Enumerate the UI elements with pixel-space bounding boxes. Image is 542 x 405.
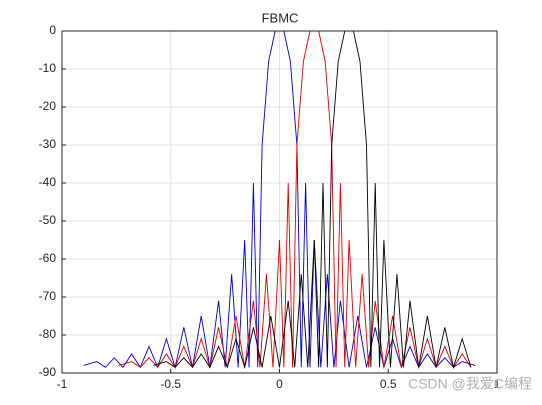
y-tick-label: -40: [39, 175, 57, 189]
y-tick-label: -60: [39, 251, 57, 265]
y-tick-label: -90: [39, 365, 57, 379]
y-tick-label: -30: [39, 137, 57, 151]
y-tick-label: -20: [39, 99, 57, 113]
x-tick-label: -0.5: [160, 377, 181, 391]
y-tick-label: 0: [49, 23, 56, 37]
y-tick-label: -10: [39, 61, 57, 75]
plot-frame: [61, 30, 498, 374]
y-tick-label: -50: [39, 213, 57, 227]
y-tick-label: -80: [39, 327, 57, 341]
x-tick-label: 0.5: [380, 377, 397, 391]
x-tick-label: 1: [494, 377, 501, 391]
x-tick-label: -1: [57, 377, 68, 391]
y-tick-label: -70: [39, 289, 57, 303]
watermark: CSDN @我爱C编程: [408, 376, 532, 392]
chart-title: FBMC: [262, 10, 299, 25]
x-tick-label: 0: [276, 377, 283, 391]
series-line: [153, 30, 472, 370]
